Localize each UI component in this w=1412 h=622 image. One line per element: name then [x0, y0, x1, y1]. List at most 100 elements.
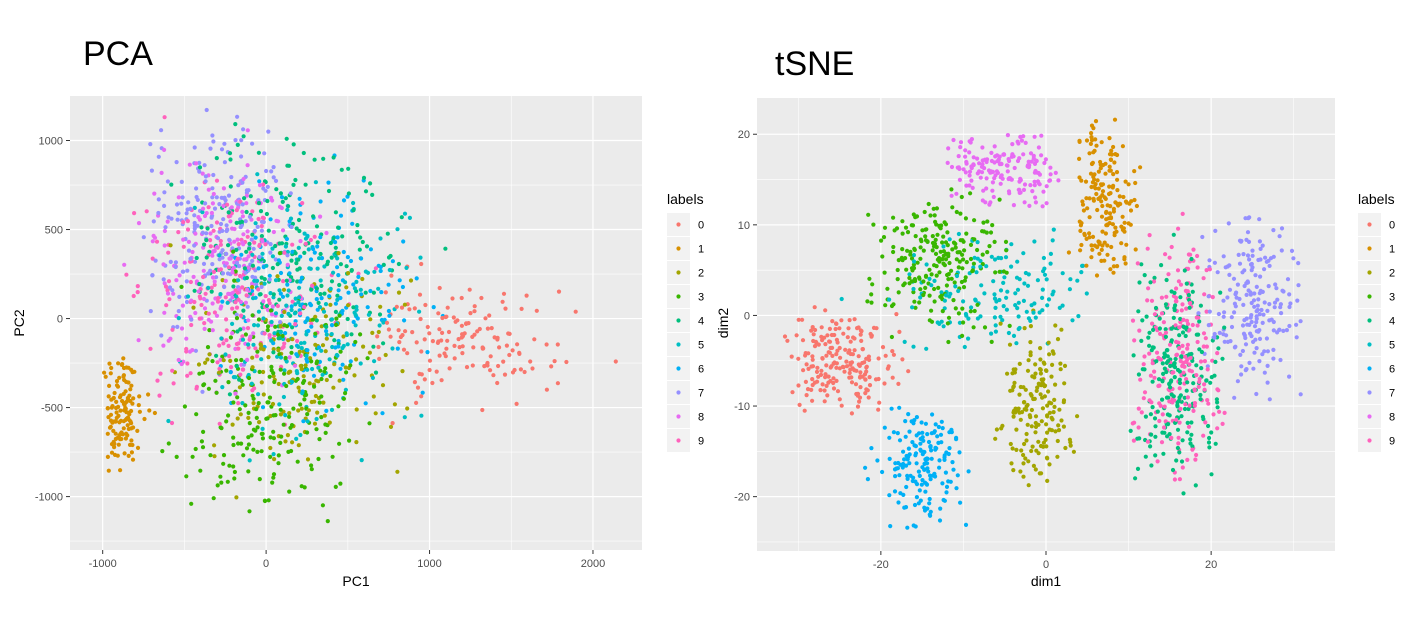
pca-point-label-7	[194, 186, 199, 191]
tsne-point-label-3	[933, 251, 939, 256]
pca-point-label-7	[245, 304, 250, 309]
tsne-point-label-5	[1021, 298, 1026, 303]
tsne-point-label-7	[1252, 304, 1257, 309]
tsne-point-label-0	[860, 360, 865, 366]
pca-point-label-4	[289, 275, 294, 280]
tsne-point-label-0	[800, 317, 805, 322]
pca-point-label-0	[470, 363, 475, 368]
pca-point-label-0	[376, 344, 381, 350]
tsne-point-label-1	[1134, 203, 1139, 209]
pca-point-label-1	[116, 404, 121, 409]
pca-point-label-9	[197, 294, 202, 299]
pca-point-label-2	[234, 495, 239, 500]
tsne-point-label-1	[1094, 273, 1100, 278]
tsne-point-label-5	[1042, 272, 1048, 277]
pca-point-label-3	[232, 469, 237, 475]
tsne-point-label-4	[1137, 436, 1142, 441]
pca-point-label-3	[199, 439, 204, 444]
tsne-point-label-0	[814, 369, 820, 374]
pca-point-label-9	[217, 267, 222, 273]
pca-point-label-3	[313, 331, 318, 336]
pca-point-label-6	[318, 199, 323, 204]
pca-point-label-3	[197, 371, 202, 376]
pca-point-label-7	[195, 197, 200, 202]
tsne-point-label-3	[954, 209, 959, 215]
tsne-point-label-8	[967, 173, 972, 178]
pca-point-label-6	[365, 305, 370, 310]
tsne-point-label-0	[827, 339, 833, 344]
pca-point-label-2	[168, 243, 173, 248]
tsne-point-label-0	[830, 345, 835, 350]
tsne-point-label-2	[1044, 444, 1049, 449]
pca-point-label-5	[299, 346, 304, 351]
tsne-point-label-9	[1166, 272, 1171, 277]
pca-point-label-1	[124, 365, 129, 370]
tsne-point-label-2	[1007, 342, 1013, 347]
pca-point-label-6	[335, 265, 340, 270]
pca-point-label-7	[289, 224, 294, 230]
tsne-point-label-4	[1163, 334, 1168, 339]
tsne-point-label-5	[1045, 303, 1050, 308]
pca-point-label-5	[273, 278, 279, 283]
tsne-point-label-2	[1056, 428, 1062, 433]
tsne-point-label-9	[1176, 279, 1181, 284]
pca-point-label-6	[276, 258, 281, 263]
tsne-point-label-3	[895, 267, 900, 273]
tsne-point-label-4	[1165, 422, 1171, 427]
pca-point-label-9	[235, 256, 240, 261]
pca-point-label-3	[265, 400, 270, 405]
tsne-point-label-5	[1051, 227, 1056, 232]
tsne-point-label-7	[1243, 216, 1248, 221]
pca-point-label-3	[309, 463, 314, 468]
pca-point-label-7	[241, 127, 246, 132]
pca-point-label-6	[316, 345, 322, 350]
pca-point-label-0	[439, 338, 444, 343]
pca-point-label-2	[405, 406, 410, 411]
pca-point-label-7	[268, 242, 273, 247]
pca-point-label-1	[108, 371, 113, 376]
pca-point-label-6	[378, 268, 383, 274]
pca-point-label-7	[259, 228, 264, 233]
pca-point-label-6	[315, 244, 320, 249]
pca-point-label-7	[217, 202, 222, 207]
pca-point-label-7	[271, 175, 276, 180]
tsne-point-label-7	[1227, 272, 1232, 277]
pca-point-label-8	[243, 300, 248, 305]
pca-point-label-2	[303, 363, 308, 368]
tsne-point-label-6	[901, 449, 906, 454]
tsne-point-label-0	[789, 354, 794, 359]
tsne-point-label-3	[936, 285, 941, 290]
tsne-point-label-8	[981, 188, 986, 193]
pca-point-label-0	[500, 299, 505, 304]
tsne-point-label-3	[914, 214, 920, 219]
pca-point-label-2	[336, 251, 341, 256]
tsne-point-label-6	[944, 484, 950, 489]
tsne-point-label-2	[1017, 361, 1022, 366]
pca-point-label-9	[312, 234, 317, 239]
pca-point-label-5	[304, 353, 309, 358]
pca-point-label-9	[208, 238, 213, 243]
tsne-point-label-5	[1025, 283, 1031, 288]
tsne-point-label-0	[796, 317, 801, 322]
tsne-point-label-4	[1175, 427, 1181, 432]
tsne-point-label-5	[1014, 341, 1019, 346]
pca-y-tick-label: 1000	[39, 136, 63, 148]
tsne-point-label-3	[930, 234, 935, 239]
pca-point-label-0	[481, 346, 486, 351]
tsne-point-label-7	[1252, 350, 1257, 355]
pca-point-label-4	[205, 226, 210, 231]
tsne-point-label-4	[1152, 416, 1158, 421]
tsne-point-label-3	[928, 213, 933, 218]
tsne-point-label-0	[880, 345, 886, 350]
tsne-point-label-8	[1053, 170, 1058, 175]
pca-point-label-6	[305, 348, 310, 353]
pca-point-label-3	[221, 453, 227, 458]
pca-point-label-6	[299, 275, 304, 280]
tsne-point-label-0	[825, 333, 830, 338]
pca-point-label-9	[234, 305, 240, 310]
tsne-point-label-6	[947, 446, 952, 451]
pca-point-label-9	[212, 282, 217, 287]
tsne-point-label-3	[869, 292, 874, 297]
tsne-point-label-0	[837, 397, 842, 402]
pca-point-label-2	[285, 433, 290, 438]
